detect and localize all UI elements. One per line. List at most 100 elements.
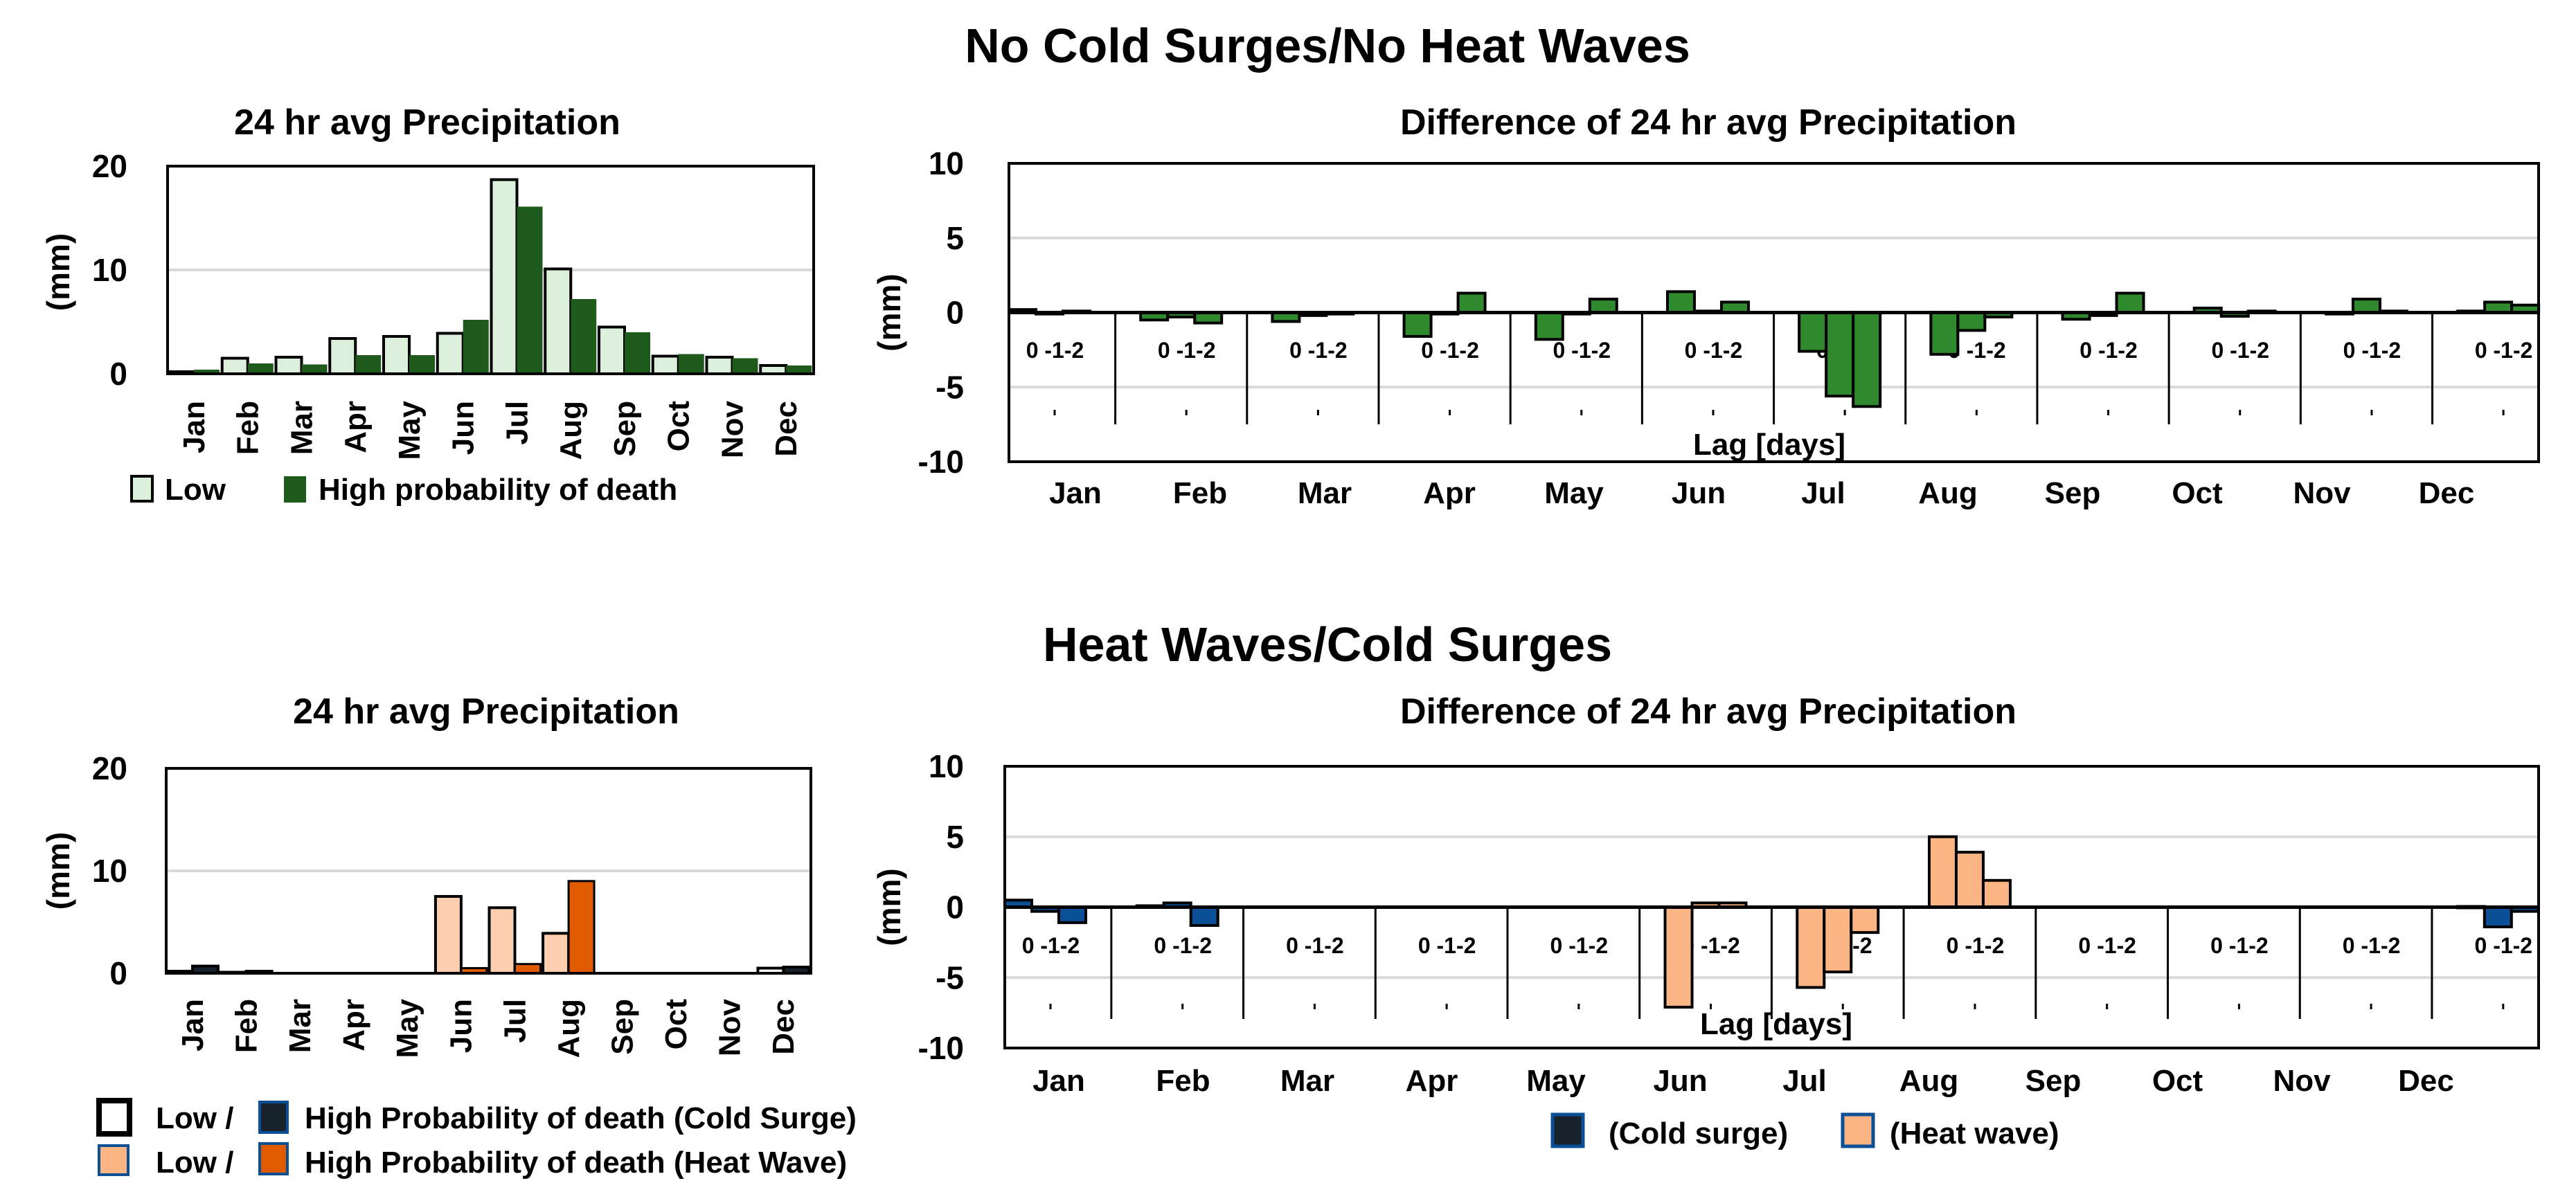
- x-tick-label: Dec: [2419, 476, 2475, 510]
- bar-top_right-may-lag2: [1588, 298, 1618, 314]
- legend-swatch-cold-surge: [1550, 1112, 1585, 1148]
- bar-low-mar: [274, 356, 303, 375]
- lag-dot: [2370, 410, 2373, 415]
- bar-low-aug: [544, 267, 573, 375]
- legend-label-heat-wave: (Heat wave): [1890, 1117, 2059, 1150]
- lag-dot: [1974, 1004, 1976, 1009]
- lag-dot: [2106, 1004, 2109, 1009]
- charts-layer: 0 10 20 (mm) Jan Feb Mar Apr May Jun Jul Aug Sep Oct N…: [40, 145, 2541, 1180]
- bar-bottom_right-jul-lag2: [1850, 905, 1880, 934]
- lag-dot: [2107, 410, 2110, 415]
- y-tick-label: 5: [946, 220, 964, 256]
- x-tick-label: Apr: [339, 401, 373, 453]
- legend-label-high: High probability of death: [319, 473, 677, 507]
- y-tick-label: 10: [929, 748, 964, 784]
- lag-dot: [1185, 410, 1188, 415]
- lag-label: 0 -1-2: [2475, 933, 2533, 958]
- y-axis-label: (mm): [871, 868, 907, 946]
- lag-dot: [1710, 1004, 1712, 1009]
- bar-high-probability-of-death-nov: [732, 358, 758, 374]
- bar-high-probability-of-death-feb: [247, 363, 274, 374]
- y-tick-label: 5: [946, 819, 964, 855]
- plot-frame: [165, 767, 812, 975]
- x-tick-label: May: [391, 998, 424, 1058]
- x-tick-label: Apr: [337, 999, 371, 1051]
- y-tick-label: 0: [946, 295, 964, 331]
- x-tick-label: Nov: [713, 998, 747, 1056]
- lag-label: 0 -1-2: [1026, 338, 1084, 363]
- bar-low-apr: [328, 337, 357, 375]
- y-tick-label: -10: [918, 444, 964, 480]
- bottom-left-chart-title: 24 hr avg Precipitation: [293, 692, 679, 732]
- bar-low-nov: [705, 356, 734, 375]
- y-axis-label: (mm): [871, 273, 907, 351]
- lag-label: 0 -1-2: [1289, 338, 1348, 363]
- lag-dot: [1580, 410, 1583, 415]
- lag-label: 0 -1-2: [1947, 933, 2005, 958]
- lag-dot: [2237, 1004, 2240, 1009]
- bar-high-probability-of-death-jan: [194, 370, 220, 374]
- top-left-chart-title: 24 hr avg Precipitation: [234, 102, 620, 143]
- x-tick-label: Jul: [1801, 476, 1845, 510]
- y-tick-label: 10: [929, 145, 964, 181]
- lag-label: 0 -1-2: [1158, 338, 1216, 363]
- x-tick-label: Jun: [1672, 476, 1726, 510]
- y-tick-label: 10: [92, 252, 127, 288]
- x-tick-label: Jan: [1032, 1064, 1085, 1098]
- y-tick-label: -10: [918, 1030, 964, 1066]
- lag-label: 0 -1-2: [2211, 338, 2269, 363]
- legend-swatch-low: [130, 475, 154, 503]
- legend-swatch-low-heat: [98, 1144, 129, 1176]
- y-tick-label: 0: [946, 890, 964, 925]
- bar-bottom_right-feb-lag2: [1189, 905, 1219, 927]
- bar-top_right-aug-lag0: [1929, 311, 1960, 356]
- y-axis-label: (mm): [40, 832, 76, 910]
- lag-label: 0 -1-2: [1550, 933, 1609, 958]
- legend-label-low: Low: [165, 473, 226, 507]
- x-tick-label: Mar: [285, 401, 319, 455]
- x-tick-label: Apr: [1423, 476, 1476, 510]
- legend-swatch-high: [284, 476, 306, 503]
- top_right-chart: -10 -5 0 5 10 (mm) 0 -1-2 Jan 0 -1-2 Feb 0 -1-2 Mar…: [871, 145, 2541, 510]
- lag-dot: [1049, 1004, 1052, 1009]
- x-tick-label: May: [1544, 476, 1604, 510]
- y-tick-label: 10: [92, 853, 127, 889]
- x-tick-label: May: [393, 400, 427, 460]
- x-tick-label: Sep: [605, 999, 639, 1055]
- bar-low-heat-wave--jun: [433, 895, 463, 975]
- plot-frame: [166, 165, 815, 375]
- bar-low-jul: [490, 178, 519, 375]
- x-tick-label: Jul: [498, 999, 532, 1043]
- plot-frame: [1003, 765, 2540, 1049]
- plot-frame: [1008, 162, 2540, 463]
- bottom-right-chart-title: Difference of 24 hr avg Precipitation: [1400, 692, 2016, 732]
- lag-dot: [2370, 1004, 2372, 1009]
- x-tick-label: Jun: [1653, 1064, 1707, 1098]
- bar-low-sep: [598, 325, 626, 375]
- bar-bottom_right-aug-lag0: [1927, 835, 1958, 909]
- bar-low-oct: [651, 354, 680, 375]
- y-tick-label: 20: [92, 750, 127, 786]
- lag-label: 0 -1-2: [1685, 338, 1743, 363]
- bar-low-jun: [436, 332, 465, 375]
- top-right-chart-title: Difference of 24 hr avg Precipitation: [1400, 102, 2016, 143]
- x-tick-label: Jul: [1782, 1064, 1827, 1098]
- x-tick-label: Aug: [1899, 1064, 1959, 1098]
- bottom_left-chart: 0 10 20 (mm) Jan Feb Mar Apr May Jun Jul Aug Sep Oct N…: [40, 750, 857, 1180]
- lag-dot: [1445, 1004, 1448, 1009]
- x-tick-label: Oct: [2152, 1064, 2203, 1098]
- lag-label: 0 -1-2: [1553, 338, 1611, 363]
- bar-bottom_right-jun-lag0: [1663, 905, 1694, 1009]
- lag-dot: [1053, 410, 1056, 415]
- section-title-no-extremes: No Cold Surges/No Heat Waves: [965, 19, 1690, 73]
- bar-top_right-nov-lag1: [2351, 298, 2381, 314]
- x-tick-label: Aug: [1918, 476, 1978, 510]
- x-tick-label: Nov: [2293, 476, 2351, 510]
- x-tick-label: Feb: [229, 999, 263, 1053]
- lag-dot: [1181, 1004, 1184, 1009]
- y-tick-label: 0: [109, 955, 127, 991]
- bottom_right-chart: -10 -5 0 5 10 (mm) 0 -1-2 Jan 0 -1-2 Feb 0 -1-2 Mar…: [871, 748, 2540, 1150]
- bar-high-probability-of-death-dec: [786, 365, 812, 374]
- lag-label: 0 -1-2: [1421, 338, 1479, 363]
